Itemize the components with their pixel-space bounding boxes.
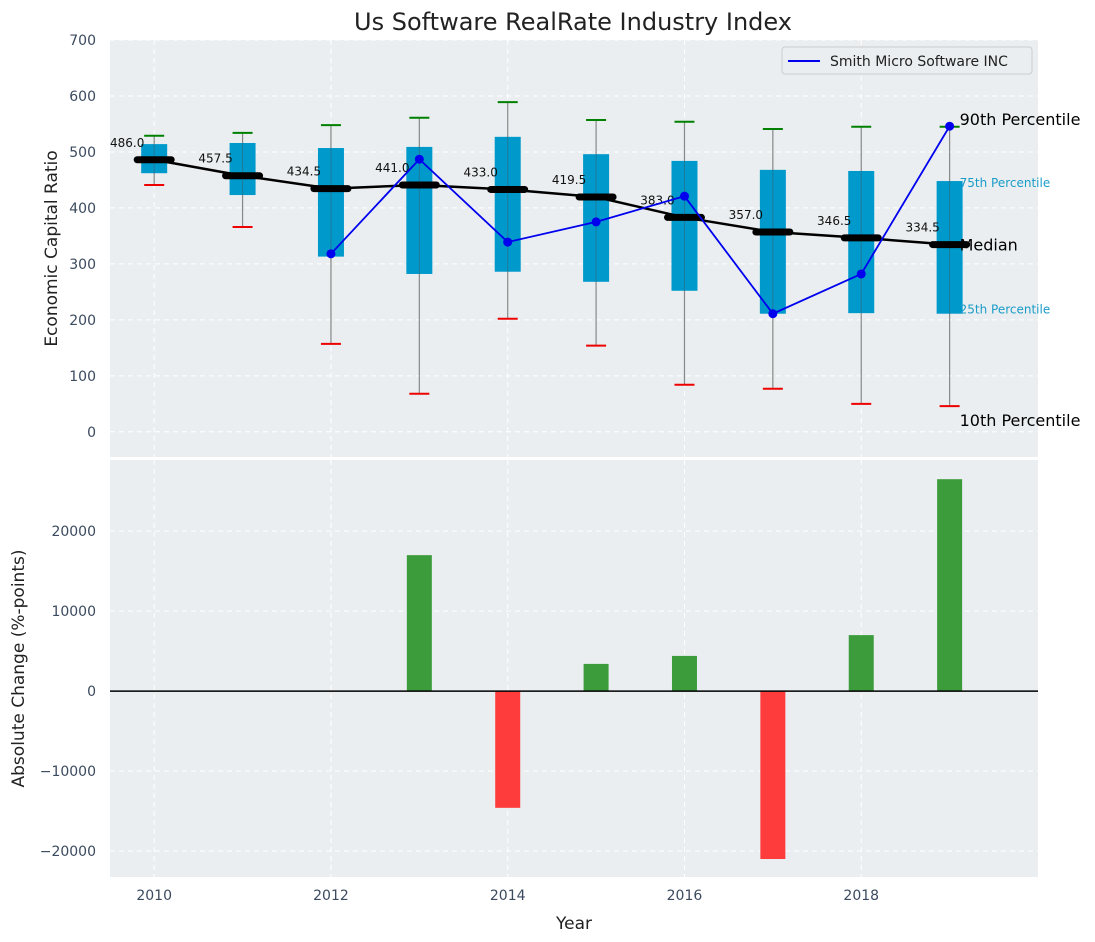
median-value-label: 383.0 — [640, 193, 674, 207]
median-line-group: 486.0 457.5 434.5 441.0 433.0 419.5 383.0 357.0… — [110, 136, 971, 249]
top-plot-background — [110, 40, 1038, 457]
company-point — [856, 269, 866, 279]
company-point — [591, 217, 601, 227]
y-tick-label: 0 — [87, 425, 96, 441]
median-value-label: 346.5 — [817, 214, 851, 228]
annotation-90th: 90th Percentile — [960, 110, 1081, 129]
bar-negative — [760, 691, 786, 860]
legend-box — [781, 46, 1033, 75]
bar-positive — [671, 655, 697, 692]
bottom-y-ticks: −20000 −10000 0 10000 20000 — [40, 524, 96, 860]
y-tick-label: 600 — [69, 89, 96, 105]
annotation-75th: 75th Percentile — [960, 176, 1051, 190]
top-panel: 0 100 200 300 400 500 600 700 486.0 457.5 434.5 44… — [42, 33, 1080, 457]
top-y-axis-label: Economic Capital Ratio — [42, 150, 62, 346]
y-tick-label: 700 — [69, 33, 96, 49]
company-point — [768, 309, 778, 319]
bottom-y-axis-label: Absolute Change (%-points) — [9, 550, 29, 788]
chart-title: Us Software RealRate Industry Index — [354, 8, 792, 36]
y-tick-label: 20000 — [51, 524, 96, 540]
company-series-group — [326, 121, 955, 319]
median-value-label: 419.5 — [552, 173, 586, 187]
median-value-label: 434.5 — [287, 165, 321, 179]
y-tick-label: 100 — [69, 369, 96, 385]
company-point — [945, 121, 955, 131]
top-y-ticks: 0 100 200 300 400 500 600 700 — [69, 33, 96, 441]
company-point — [326, 249, 336, 259]
median-value-label: 457.5 — [198, 152, 232, 166]
y-tick-label: −10000 — [40, 764, 96, 780]
bar-positive — [583, 663, 609, 692]
bottom-plot-background — [110, 460, 1038, 877]
x-ticks: 2010 2012 2014 2016 2018 — [136, 888, 879, 904]
y-tick-label: 10000 — [51, 604, 96, 620]
y-tick-label: 200 — [69, 313, 96, 329]
legend: Smith Micro Software INC — [781, 46, 1033, 75]
x-tick-label: 2012 — [313, 888, 349, 904]
annotation-median: Median — [960, 236, 1018, 255]
x-tick-label: 2014 — [490, 888, 526, 904]
bottom-panel: −20000 −10000 0 10000 20000 2010 2012 2014 2016… — [9, 460, 1038, 934]
median-value-label: 357.0 — [729, 208, 763, 222]
median-value-label: 334.5 — [905, 221, 939, 235]
median-value-label: 441.0 — [375, 161, 409, 175]
y-tick-label: 500 — [69, 145, 96, 161]
y-tick-label: −20000 — [40, 844, 96, 860]
y-tick-label: 300 — [69, 257, 96, 273]
company-point — [414, 154, 424, 164]
median-value-label: 486.0 — [110, 136, 144, 150]
bar-positive — [848, 635, 874, 692]
x-tick-label: 2016 — [667, 888, 703, 904]
percentile-annotations: 90th Percentile 75th Percentile Median 25th… — [960, 110, 1081, 430]
x-tick-label: 2018 — [843, 888, 879, 904]
company-line — [330, 125, 951, 315]
x-axis-label: Year — [555, 914, 592, 934]
company-point — [503, 237, 513, 247]
y-tick-label: 0 — [87, 684, 96, 700]
median-trend-line — [153, 158, 950, 246]
legend-label: Smith Micro Software INC — [830, 54, 1008, 70]
y-tick-label: 400 — [69, 201, 96, 217]
change-bars — [406, 479, 963, 860]
median-value-label: 433.0 — [464, 165, 498, 179]
company-point — [679, 191, 689, 201]
annotation-10th: 10th Percentile — [960, 411, 1081, 430]
bar-negative — [495, 691, 521, 808]
bar-positive — [406, 555, 432, 692]
bar-positive — [937, 479, 963, 692]
x-tick-label: 2010 — [136, 888, 172, 904]
annotation-25th: 25th Percentile — [960, 303, 1051, 317]
